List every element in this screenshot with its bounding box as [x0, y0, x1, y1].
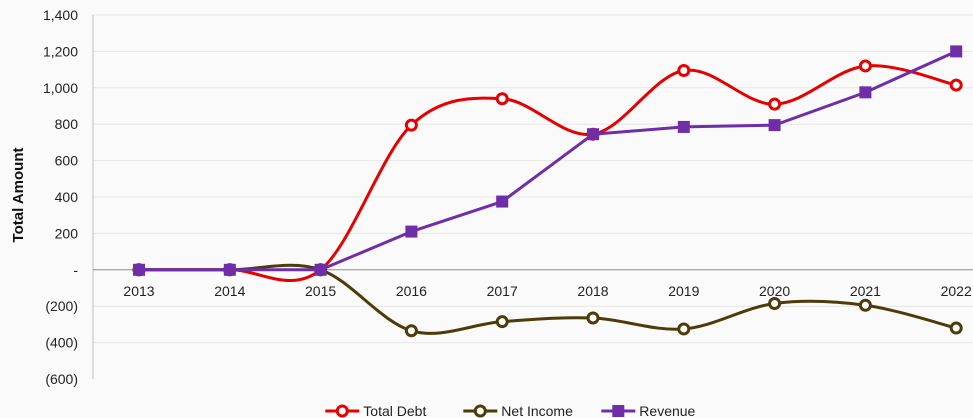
- x-tick-label: 2018: [577, 283, 608, 299]
- y-tick-label: (400): [45, 335, 78, 351]
- x-tick-label: 2020: [759, 283, 790, 299]
- revenue-line: [137, 49, 958, 272]
- y-tick-label: 200: [55, 225, 79, 241]
- total-debt-point: [768, 97, 782, 111]
- x-tick-label: 2019: [668, 283, 699, 299]
- net-income-point: [768, 296, 782, 310]
- revenue-point: [950, 45, 963, 58]
- legend-label: Revenue: [639, 403, 695, 418]
- revenue-point: [133, 263, 145, 276]
- x-tick-label: 2015: [305, 283, 336, 299]
- y-tick-label: -: [73, 262, 78, 278]
- revenue-point: [859, 86, 872, 99]
- revenue-point: [587, 128, 599, 141]
- net-income-point: [404, 324, 418, 338]
- revenue-point: [405, 225, 418, 238]
- series-total-debt: [132, 59, 963, 282]
- total-debt-point: [404, 118, 418, 132]
- x-tick-label: 2017: [487, 283, 518, 299]
- net-income-point: [586, 311, 600, 325]
- series-revenue: [133, 45, 963, 276]
- net-income-point: [495, 315, 509, 329]
- revenue-point: [768, 119, 781, 132]
- revenue-point: [223, 263, 236, 276]
- y-tick-label: 800: [55, 116, 79, 132]
- legend-item-net-income: Net Income: [463, 403, 573, 418]
- y-tick-label: (200): [45, 298, 78, 314]
- y-tick-label: 400: [55, 189, 79, 205]
- y-tick-label: 1,000: [43, 80, 78, 96]
- y-axis-title: Total Amount: [10, 148, 27, 243]
- legend-label: Total Debt: [363, 403, 426, 418]
- y-tick-label: 1,200: [43, 43, 78, 59]
- y-tick-label: 1,400: [43, 7, 78, 23]
- revenue-point: [314, 263, 327, 276]
- y-tick-label: (600): [45, 371, 78, 387]
- y-tick-label: 600: [55, 153, 79, 169]
- total-debt-point: [858, 59, 872, 73]
- x-tick-label: 2021: [850, 283, 881, 299]
- total-debt-point: [677, 64, 691, 78]
- x-tick-label: 2016: [396, 283, 427, 299]
- net-income-point: [677, 322, 691, 336]
- total-debt-point: [495, 92, 509, 106]
- legend-item-revenue: Revenue: [601, 403, 696, 418]
- legend-marker: [335, 404, 349, 418]
- x-tick-label: 2013: [123, 283, 154, 299]
- legend-marker: [612, 405, 625, 417]
- x-tick-label: 2014: [214, 283, 245, 299]
- legend-marker: [473, 404, 487, 418]
- total-debt-point: [949, 78, 963, 92]
- net-income-line: [137, 263, 958, 335]
- net-income-point: [949, 321, 963, 335]
- net-income-point: [858, 298, 872, 312]
- legend-item-total-debt: Total Debt: [325, 403, 426, 418]
- revenue-point: [496, 195, 509, 208]
- legend-label: Net Income: [501, 403, 573, 418]
- revenue-point: [677, 120, 690, 133]
- total-debt-line: [137, 64, 958, 282]
- x-tick-label: 2022: [941, 283, 972, 299]
